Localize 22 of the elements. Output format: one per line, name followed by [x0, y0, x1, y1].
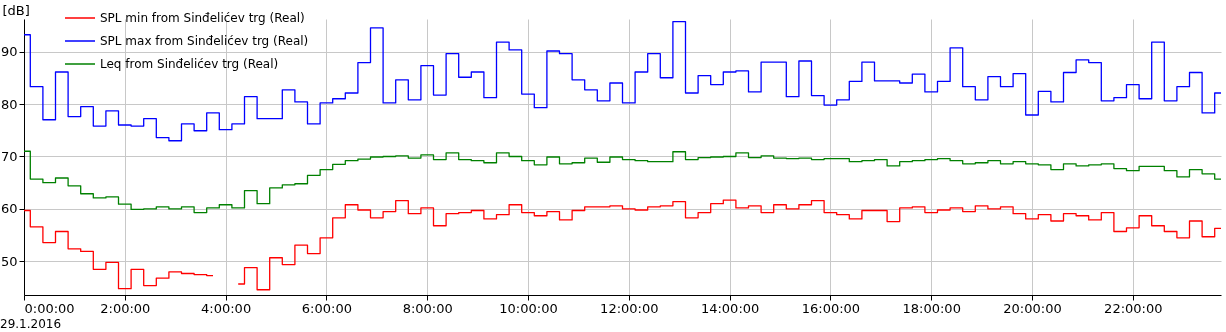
- x-tick-label: 4:00:00: [201, 300, 252, 316]
- y-tick-label: 50: [0, 253, 18, 269]
- x-tick-label: 2:00:00: [100, 300, 151, 316]
- x-tick-label: 16:00:00: [801, 300, 861, 316]
- y-axis-title: [dB]: [2, 2, 30, 18]
- y-tick-label: 60: [0, 201, 18, 217]
- x-tick-label: 10:00:00: [499, 300, 558, 316]
- text: 29.1.2016: [0, 317, 62, 331]
- y-tick-label: 70: [0, 148, 18, 164]
- y-tick-label: 90: [0, 44, 18, 60]
- x-tick-label: 22:00:00: [1104, 300, 1163, 316]
- legend-label: SPL min from Sinđelićev trg (Real): [100, 11, 305, 25]
- x-tick-label: 8:00:00: [402, 300, 453, 316]
- legend-label: Leq from Sinđelićev trg (Real): [100, 57, 279, 71]
- x-tick-label: 12:00:00: [600, 300, 659, 316]
- x-tick-label: 18:00:00: [902, 300, 961, 316]
- legend-label: SPL max from Sinđelićev trg (Real): [100, 34, 309, 48]
- x-tick-label: 14:00:00: [700, 300, 760, 316]
- x-tick-label: 0:00:00: [24, 300, 75, 316]
- y-tick-label: 80: [0, 96, 18, 112]
- x-tick-label: 6:00:00: [301, 300, 352, 316]
- x-tick-label: 20:00:00: [1003, 300, 1062, 316]
